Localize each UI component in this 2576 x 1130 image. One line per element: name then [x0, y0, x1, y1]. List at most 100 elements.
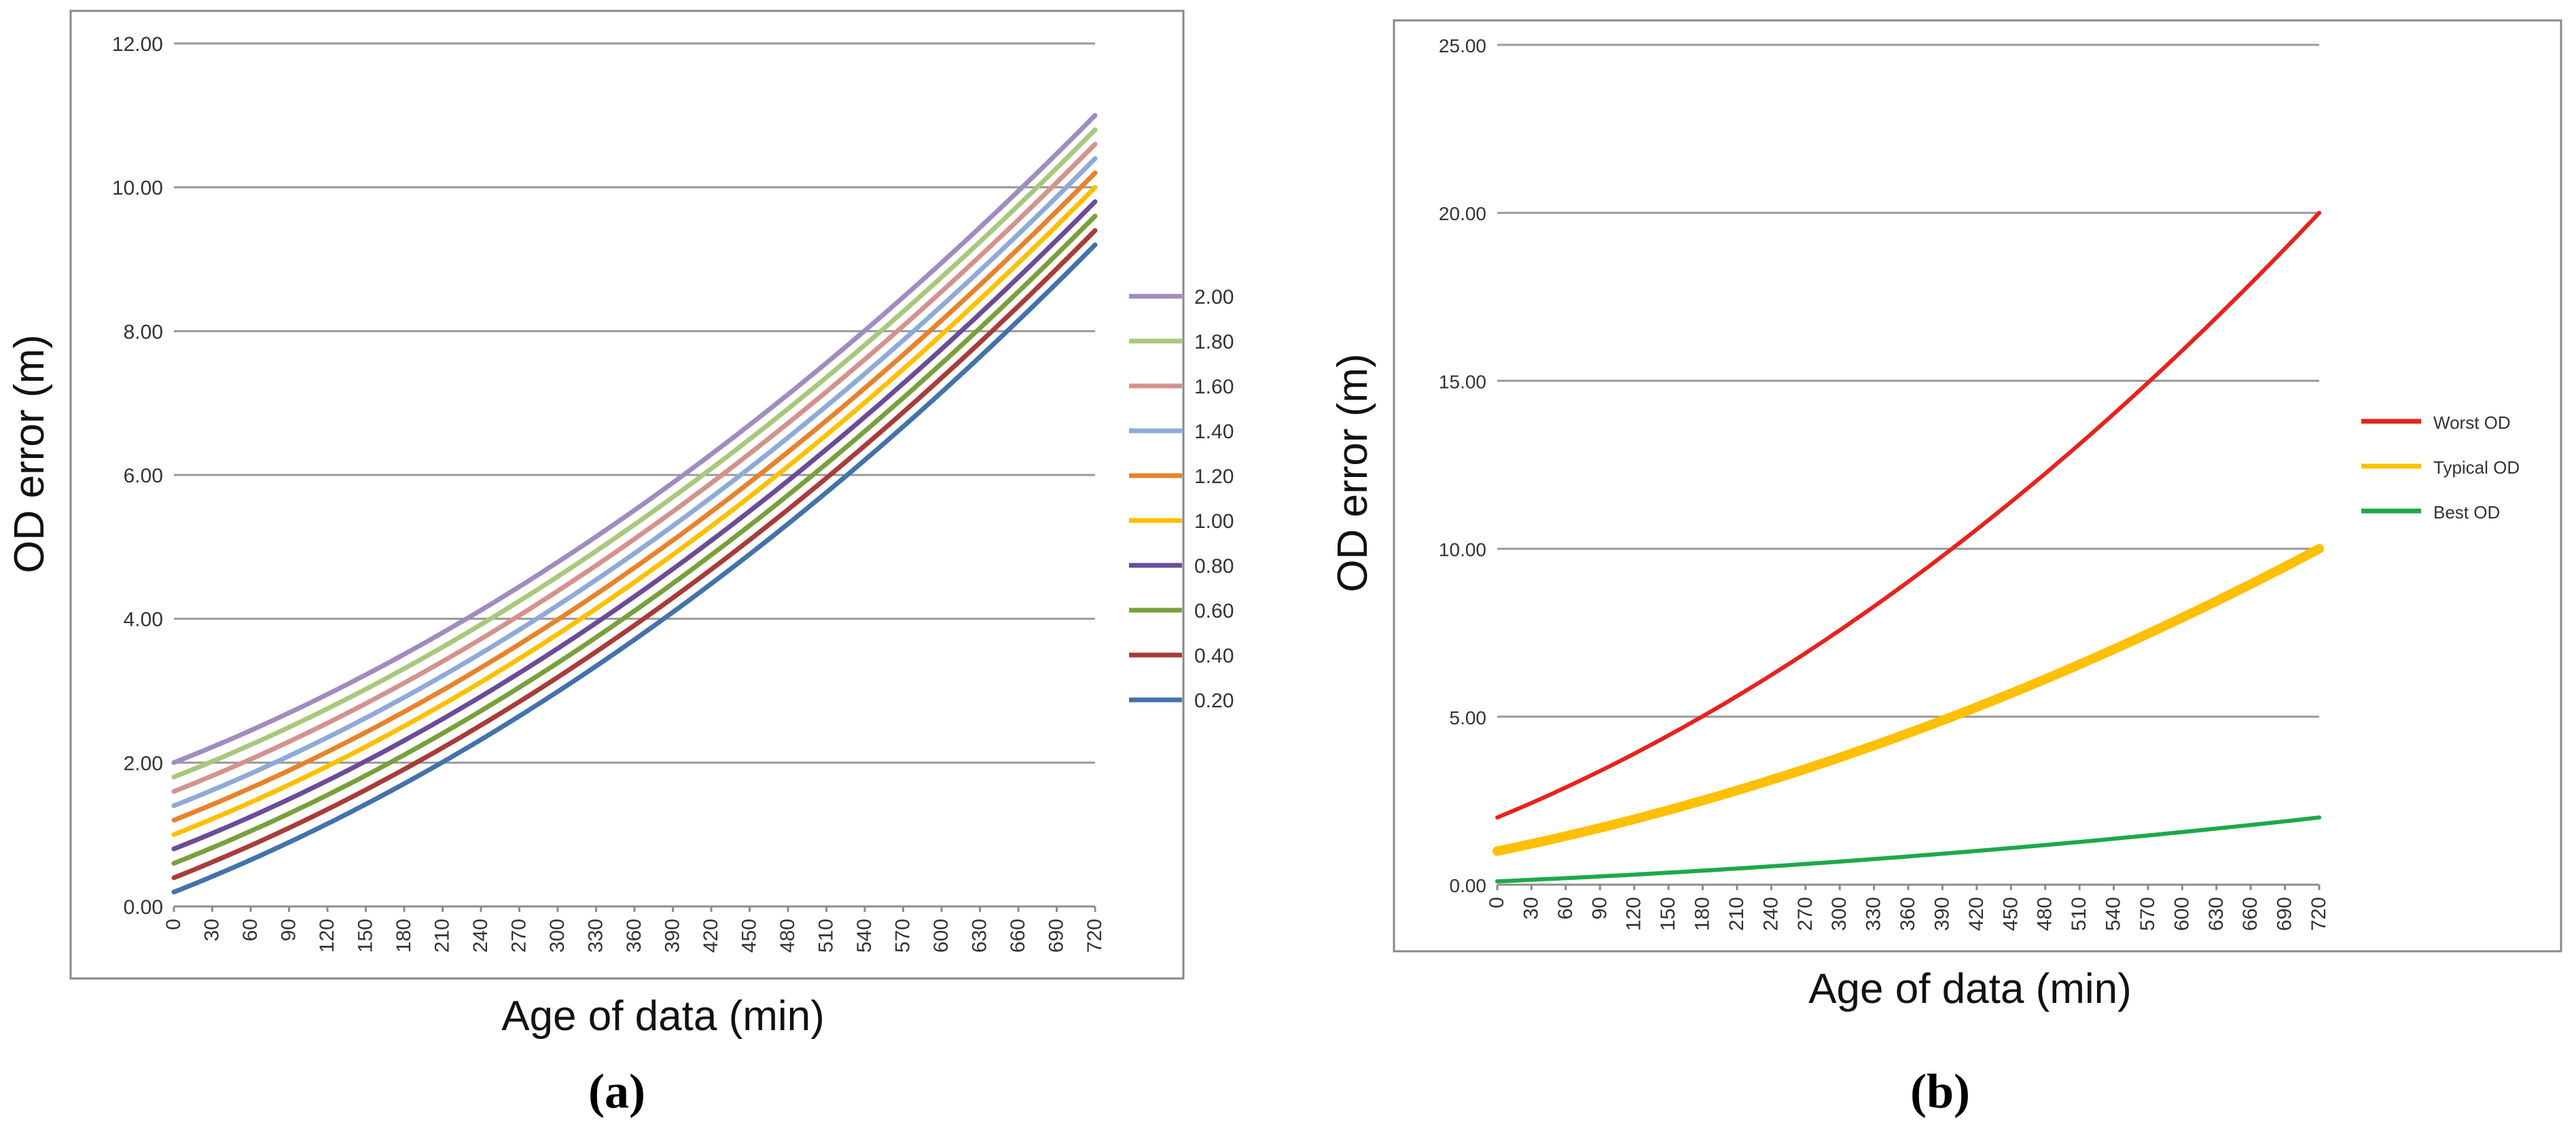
- chart-b-y-tick-labels: 0.00 5.00 10.00 15.00 20.00 25.00: [1439, 35, 1486, 896]
- x-tick-label: 270: [508, 919, 531, 953]
- y-tick-label: 0.00: [124, 896, 163, 919]
- x-tick-label: 600: [930, 919, 952, 953]
- y-tick-label: 0.00: [1450, 875, 1487, 896]
- legend-label: Worst OD: [2433, 412, 2511, 433]
- x-tick-label: 300: [546, 919, 569, 953]
- x-tick-label: 90: [278, 919, 300, 941]
- chart-b-frame: [1393, 19, 2562, 953]
- legend-label: 0.20: [1194, 690, 1234, 712]
- x-tick-label: 330: [1863, 897, 1885, 931]
- x-tick-label: 0: [162, 919, 185, 930]
- chart-a-x-tick-labels: 0 30 60 90 120 150 180 210 240 270 300 330 360 390 420…: [162, 919, 1106, 953]
- x-tick-label: 570: [2136, 897, 2159, 931]
- x-tick-label: 660: [1007, 919, 1029, 953]
- chart-b-y-axis-title: OD error (m): [1329, 353, 1376, 592]
- legend-label: 0.80: [1194, 555, 1234, 578]
- x-tick-label: 690: [1045, 919, 1068, 953]
- x-tick-label: 480: [776, 919, 799, 953]
- x-tick-label: 150: [355, 919, 377, 953]
- x-tick-label: 510: [2068, 897, 2090, 931]
- x-tick-label: 270: [1794, 897, 1817, 931]
- y-tick-label: 10.00: [1439, 540, 1486, 561]
- chart-a-gridlines: [173, 42, 1096, 912]
- x-tick-label: 450: [738, 919, 761, 953]
- legend-label: 0.60: [1194, 600, 1234, 622]
- x-tick-label: 180: [393, 919, 415, 953]
- y-tick-label: 2.00: [124, 752, 163, 775]
- legend-label: 1.20: [1194, 465, 1234, 488]
- x-tick-label: 510: [815, 919, 838, 953]
- chart-b-legend: Worst OD Typical OD Best OD: [2361, 412, 2520, 523]
- x-tick-label: 360: [1897, 897, 1919, 931]
- chart-a-series-lines: [171, 113, 1098, 895]
- y-tick-label: 20.00: [1439, 203, 1486, 224]
- chart-b-panel-label: (b): [1910, 1064, 1970, 1118]
- x-tick-label: 0: [1486, 897, 1508, 908]
- x-tick-label: 720: [1084, 919, 1106, 953]
- chart-a-frame: [69, 10, 1185, 980]
- series-line: [171, 171, 1098, 823]
- x-tick-label: 540: [853, 919, 876, 953]
- x-tick-label: 180: [1692, 897, 1714, 931]
- x-tick-label: 390: [1931, 897, 1953, 931]
- x-tick-label: 240: [469, 919, 492, 953]
- x-tick-label: 330: [585, 919, 607, 953]
- series-line: [171, 141, 1098, 794]
- x-tick-label: 390: [662, 919, 684, 953]
- series-line: [1492, 544, 2324, 856]
- x-tick-label: 480: [2034, 897, 2056, 931]
- x-tick-label: 90: [1588, 897, 1611, 919]
- x-tick-label: 570: [892, 919, 914, 953]
- chart-a-panel-label: (a): [588, 1064, 645, 1118]
- x-tick-label: 120: [1623, 897, 1645, 931]
- series-line: [171, 185, 1098, 837]
- series-line: [171, 213, 1098, 866]
- x-tick-label: 660: [2239, 897, 2261, 931]
- x-tick-label: 720: [2308, 897, 2330, 931]
- y-tick-label: 12.00: [112, 33, 163, 56]
- series-line: [171, 156, 1098, 809]
- x-tick-label: 210: [1725, 897, 1748, 931]
- y-tick-label: 8.00: [124, 321, 163, 343]
- x-tick-label: 690: [2274, 897, 2296, 931]
- x-tick-label: 60: [1554, 897, 1577, 919]
- chart-b-gridlines: [1496, 43, 2321, 890]
- chart-b-x-axis-title: Age of data (min): [1808, 966, 2132, 1012]
- chart-b-x-tick-labels: 0 30 60 90 120 150 180 210 240 270 300 330 360 390 420…: [1486, 897, 2330, 931]
- legend-label: 1.60: [1194, 376, 1234, 398]
- chart-b: 0.00 5.00 10.00 15.00 20.00 25.00 0 30 60 90 120 1…: [1329, 19, 2562, 1118]
- x-tick-label: 420: [1965, 897, 1988, 931]
- x-tick-label: 600: [2170, 897, 2193, 931]
- legend-label: 1.00: [1194, 510, 1234, 533]
- series-line: [171, 113, 1098, 765]
- y-tick-label: 4.00: [124, 609, 163, 631]
- chart-a-legend: 2.00 1.80 1.60 1.40 1.20 1.00 0.80 0.60 0.40 0.20: [1129, 286, 1234, 712]
- x-tick-label: 210: [431, 919, 454, 953]
- x-tick-label: 60: [239, 919, 262, 941]
- legend-label: Best OD: [2433, 502, 2500, 523]
- x-tick-label: 150: [1657, 897, 1679, 931]
- x-tick-label: 120: [316, 919, 338, 953]
- x-tick-label: 240: [1759, 897, 1782, 931]
- y-tick-label: 15.00: [1439, 371, 1486, 392]
- series-line: [171, 242, 1098, 895]
- x-tick-label: 630: [2205, 897, 2228, 931]
- series-line: [171, 228, 1098, 881]
- x-tick-label: 360: [623, 919, 645, 953]
- legend-label: 1.80: [1194, 331, 1234, 353]
- x-tick-label: 30: [1520, 897, 1542, 919]
- y-tick-label: 10.00: [112, 177, 163, 200]
- chart-a: 0.00 2.00 4.00 6.00 8.00 10.00 12.00 0 30 60 90 12…: [6, 10, 1234, 1118]
- legend-label: 2.00: [1194, 286, 1234, 308]
- x-tick-label: 420: [700, 919, 722, 953]
- x-tick-label: 30: [201, 919, 223, 941]
- x-tick-label: 540: [2103, 897, 2125, 931]
- legend-label: Typical OD: [2433, 457, 2520, 478]
- series-line: [171, 199, 1098, 851]
- chart-a-y-tick-labels: 0.00 2.00 4.00 6.00 8.00 10.00 12.00: [112, 33, 163, 919]
- y-tick-label: 6.00: [124, 465, 163, 487]
- chart-b-series-lines: [1492, 211, 2324, 884]
- x-tick-label: 450: [1999, 897, 2022, 931]
- chart-a-y-axis-title: OD error (m): [6, 334, 53, 573]
- legend-label: 0.40: [1194, 645, 1234, 667]
